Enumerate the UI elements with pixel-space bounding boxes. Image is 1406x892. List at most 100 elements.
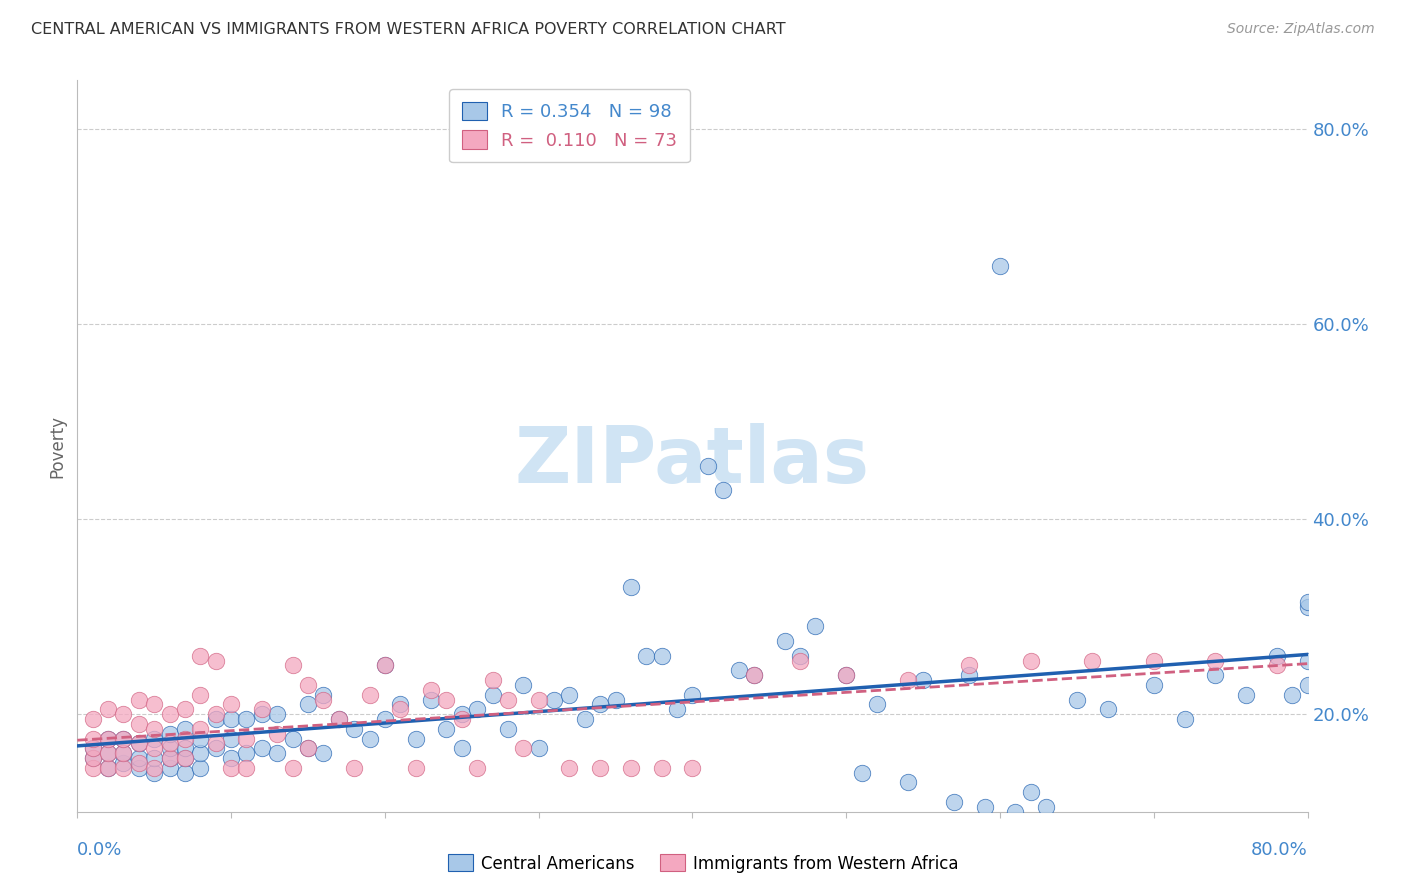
Point bbox=[742, 668, 765, 682]
Point bbox=[620, 581, 643, 595]
Point bbox=[112, 761, 135, 775]
Point bbox=[436, 692, 458, 706]
Point bbox=[219, 751, 242, 765]
Point bbox=[620, 761, 643, 775]
Point bbox=[1296, 595, 1319, 609]
Point bbox=[235, 746, 257, 760]
Point bbox=[174, 765, 197, 780]
Point bbox=[1265, 658, 1288, 673]
Point bbox=[789, 648, 811, 663]
Point bbox=[1296, 678, 1319, 692]
Point bbox=[359, 688, 381, 702]
Point bbox=[512, 741, 534, 756]
Point bbox=[188, 761, 212, 775]
Point bbox=[420, 692, 443, 706]
Point bbox=[1234, 688, 1257, 702]
Point bbox=[297, 741, 319, 756]
Legend: Central Americans, Immigrants from Western Africa: Central Americans, Immigrants from Weste… bbox=[441, 847, 965, 880]
Legend: R = 0.354   N = 98, R =  0.110   N = 73: R = 0.354 N = 98, R = 0.110 N = 73 bbox=[449, 89, 690, 162]
Point bbox=[219, 712, 242, 726]
Y-axis label: Poverty: Poverty bbox=[48, 415, 66, 477]
Point bbox=[789, 654, 811, 668]
Point bbox=[174, 751, 197, 765]
Point bbox=[281, 658, 304, 673]
Point bbox=[219, 761, 242, 775]
Point bbox=[312, 692, 335, 706]
Point bbox=[374, 658, 396, 673]
Point bbox=[496, 722, 519, 736]
Point bbox=[973, 800, 995, 814]
Point bbox=[82, 751, 104, 765]
Point bbox=[188, 722, 212, 736]
Point bbox=[250, 707, 273, 722]
Point bbox=[159, 727, 181, 741]
Point bbox=[82, 741, 104, 756]
Point bbox=[1004, 805, 1026, 819]
Point bbox=[574, 712, 596, 726]
Point bbox=[97, 761, 120, 775]
Point bbox=[312, 688, 335, 702]
Point bbox=[143, 741, 166, 756]
Point bbox=[204, 712, 226, 726]
Point bbox=[143, 765, 166, 780]
Point bbox=[82, 731, 104, 746]
Point bbox=[374, 658, 396, 673]
Point bbox=[527, 741, 550, 756]
Point bbox=[82, 751, 104, 765]
Point bbox=[128, 717, 150, 731]
Point bbox=[204, 707, 226, 722]
Point bbox=[942, 795, 965, 809]
Point bbox=[465, 702, 488, 716]
Point bbox=[128, 736, 150, 750]
Point bbox=[527, 692, 550, 706]
Point bbox=[1281, 688, 1303, 702]
Point bbox=[481, 673, 503, 687]
Point bbox=[112, 756, 135, 770]
Point bbox=[128, 756, 150, 770]
Point bbox=[1066, 692, 1088, 706]
Point bbox=[359, 731, 381, 746]
Point bbox=[1296, 599, 1319, 614]
Point bbox=[343, 761, 366, 775]
Point bbox=[312, 746, 335, 760]
Point bbox=[174, 702, 197, 716]
Point bbox=[97, 731, 120, 746]
Point bbox=[481, 688, 503, 702]
Point bbox=[589, 761, 612, 775]
Point bbox=[1035, 800, 1057, 814]
Point bbox=[1019, 785, 1042, 799]
Point bbox=[112, 707, 135, 722]
Text: CENTRAL AMERICAN VS IMMIGRANTS FROM WESTERN AFRICA POVERTY CORRELATION CHART: CENTRAL AMERICAN VS IMMIGRANTS FROM WEST… bbox=[31, 22, 786, 37]
Point bbox=[82, 712, 104, 726]
Point bbox=[450, 741, 472, 756]
Point bbox=[1204, 654, 1226, 668]
Point bbox=[188, 648, 212, 663]
Point bbox=[957, 658, 980, 673]
Point bbox=[682, 761, 704, 775]
Point bbox=[174, 731, 197, 746]
Point bbox=[97, 746, 120, 760]
Point bbox=[682, 688, 704, 702]
Point bbox=[159, 741, 181, 756]
Point bbox=[97, 731, 120, 746]
Point bbox=[112, 746, 135, 760]
Point bbox=[159, 761, 181, 775]
Point bbox=[159, 751, 181, 765]
Point bbox=[188, 731, 212, 746]
Point bbox=[389, 698, 412, 712]
Point bbox=[1265, 648, 1288, 663]
Point bbox=[651, 648, 673, 663]
Point bbox=[1143, 654, 1166, 668]
Point bbox=[636, 648, 658, 663]
Point bbox=[328, 712, 350, 726]
Text: 0.0%: 0.0% bbox=[77, 841, 122, 859]
Point bbox=[605, 692, 627, 706]
Point bbox=[405, 761, 427, 775]
Point bbox=[235, 731, 257, 746]
Point bbox=[204, 741, 226, 756]
Point bbox=[804, 619, 827, 633]
Point bbox=[420, 682, 443, 697]
Point bbox=[450, 707, 472, 722]
Point bbox=[866, 698, 889, 712]
Point bbox=[128, 761, 150, 775]
